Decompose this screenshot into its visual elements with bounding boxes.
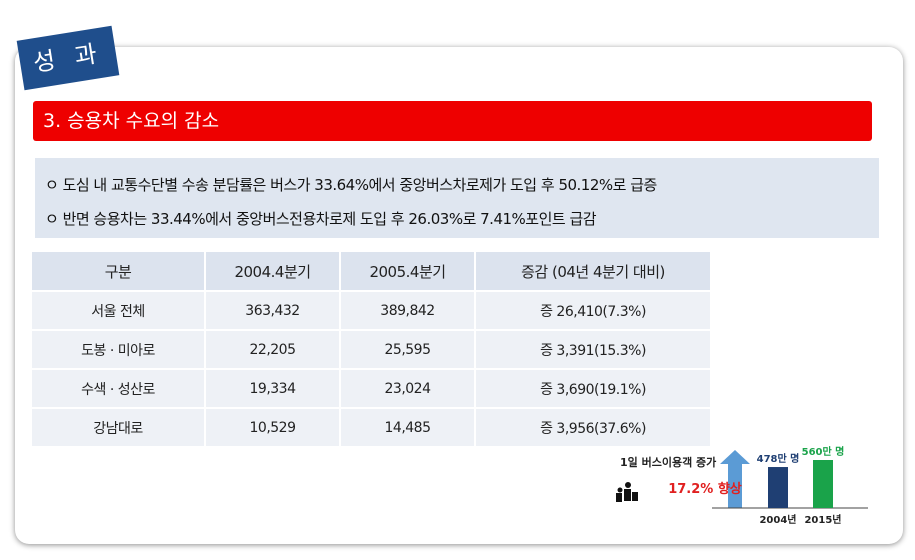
up-arrow — [720, 450, 750, 508]
header-bar: 3. 승용차 수요의 감소 — [33, 101, 872, 141]
bullet: ㅇ 도심 내 교통수단별 수송 분담률은 버스가 33.64%에서 중앙버스차로… — [45, 176, 657, 194]
header-cell: 증감 (04년 4분기 대비) — [475, 252, 712, 292]
table-cell: 증 26,410(7.3%) — [475, 291, 712, 331]
bus-icon — [616, 482, 638, 502]
table-cell: 강남대로 — [32, 408, 206, 448]
table-cell: 23,024 — [340, 369, 476, 409]
table-row: 강남대로 10,529 14,485 증 3,956(37.6%) — [32, 408, 712, 448]
table-row: 서울 전체 363,432 389,842 증 26,410(7.3%) — [32, 291, 712, 331]
table-cell: 389,842 — [340, 291, 476, 331]
data-table: 구분 2004.4분기 2005.4분기 증감 (04년 4분기 대비) 서울 … — [32, 252, 712, 448]
summary-box: ㅇ 도심 내 교통수단별 수송 분담률은 버스가 33.64%에서 중앙버스차로… — [35, 158, 879, 238]
table-row: 수색 · 성산로 19,334 23,024 증 3,690(19.1%) — [32, 369, 712, 409]
info-title: 1일 버스이용객 증가 — [620, 455, 716, 469]
table-cell: 증 3,391(15.3%) — [475, 330, 712, 370]
bar — [813, 460, 833, 508]
table-cell: 25,595 — [340, 330, 476, 370]
table-cell: 도봉 · 미아로 — [32, 330, 206, 370]
table-cell: 363,432 — [205, 291, 341, 331]
bar-value-label: 560만 명 — [802, 445, 845, 458]
bar-label: 2004년 — [759, 513, 796, 526]
header-cell: 2004.4분기 — [205, 252, 341, 292]
bar-value-label: 478만 명 — [757, 452, 800, 465]
table-cell: 수색 · 성산로 — [32, 369, 206, 409]
table-cell: 22,205 — [205, 330, 341, 370]
table-cell: 10,529 — [205, 408, 341, 448]
header-cell: 2005.4분기 — [340, 252, 476, 292]
infographic: 1일 버스이용객 증가 17.2% 향상 478만 명 2004년 560만 명 20… — [616, 445, 868, 526]
table-cell: 증 3,690(19.1%) — [475, 369, 712, 409]
table-row: 도봉 · 미아로 22,205 25,595 증 3,391(15.3%) — [32, 330, 712, 370]
table-cell: 증 3,956(37.6%) — [475, 408, 712, 448]
change-label: 17.2% 향상 — [668, 481, 742, 497]
table-cell: 14,485 — [340, 408, 476, 448]
table-cell: 19,334 — [205, 369, 341, 409]
bullet: ㅇ 반면 승용차는 33.44%에서 중앙버스전용차로제 도입 후 26.03%… — [45, 210, 597, 228]
bar-label: 2015년 — [804, 513, 841, 526]
table-header: 구분 2004.4분기 2005.4분기 증감 (04년 4분기 대비) — [32, 252, 712, 292]
table-cell: 서울 전체 — [32, 291, 206, 331]
header-cell: 구분 — [32, 252, 206, 292]
bar — [768, 467, 788, 508]
